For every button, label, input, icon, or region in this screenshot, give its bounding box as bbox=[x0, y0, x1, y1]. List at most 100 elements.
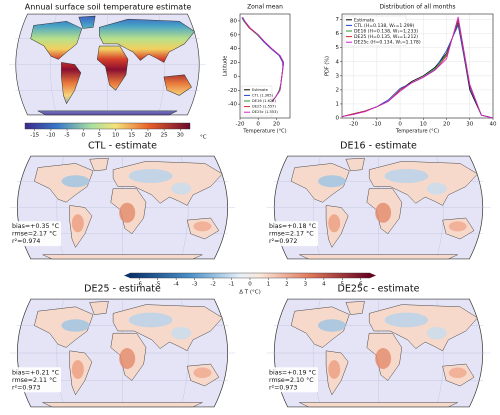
map-stat: r²=0.972 bbox=[269, 238, 297, 245]
y-tick-label: 5 bbox=[336, 45, 340, 51]
legend-label: Estimate bbox=[354, 17, 374, 23]
colorbar-tick-label: -4 bbox=[173, 282, 179, 288]
colorbar-tick-label: 30 bbox=[177, 133, 184, 139]
x-tick-label: 20 bbox=[273, 122, 280, 128]
colorbar-tick-label: 0 bbox=[248, 282, 252, 288]
map-anomaly bbox=[448, 367, 467, 379]
map-anomaly bbox=[384, 312, 429, 328]
legend-label: CTL (1.365) bbox=[252, 93, 274, 97]
x-tick-label: 40 bbox=[490, 122, 497, 128]
map-stat: r²=0.974 bbox=[12, 238, 40, 245]
colorbar-tick-label: 0 bbox=[81, 133, 85, 139]
plot-frame bbox=[341, 13, 494, 119]
colorbar-extend bbox=[370, 273, 376, 278]
colorbar-tick-label: 5 bbox=[98, 133, 102, 139]
map-stats-box bbox=[9, 221, 61, 247]
x-tick-label: 30 bbox=[466, 122, 473, 128]
colorbar-tick-label: 10 bbox=[112, 133, 119, 139]
map-stat: rmse=2.17 °C bbox=[12, 230, 57, 238]
colorbar-tick-label: 20 bbox=[144, 133, 151, 139]
map-anomaly bbox=[426, 326, 447, 340]
map-stats-box bbox=[266, 367, 318, 393]
map-stat: bias=+0.21 °C bbox=[12, 368, 60, 376]
map-stat: r²=0.973 bbox=[12, 384, 40, 391]
map-anomaly bbox=[375, 348, 392, 369]
colorbar-extend bbox=[124, 273, 130, 278]
legend-label: DE25 (H=0.135, W₁=1.212) bbox=[354, 34, 418, 40]
map-anomaly bbox=[426, 182, 447, 195]
map-title: DE16 - estimate bbox=[340, 141, 417, 152]
y-tick-label: 1 bbox=[336, 101, 340, 107]
y-tick-label: 4 bbox=[336, 59, 340, 65]
map-anomaly bbox=[119, 348, 136, 369]
colorbar-tick-label: 6 bbox=[359, 282, 363, 288]
legend-label: DE25 (1.557) bbox=[252, 105, 276, 109]
y-tick-label: 2 bbox=[336, 87, 340, 93]
map-stat: bias=+0.35 °C bbox=[12, 222, 60, 230]
map-anomaly bbox=[119, 202, 136, 223]
x-tick-label: 0 bbox=[398, 122, 402, 128]
map-title: Annual surface soil temperature estimate bbox=[25, 3, 192, 12]
map-stat: rmse=2.11 °C bbox=[12, 376, 57, 384]
colorbar-tick-label: -1 bbox=[229, 282, 234, 288]
colorbar-tick-label: -5 bbox=[155, 282, 161, 288]
y-tick-label: 0 bbox=[336, 116, 340, 122]
colorbar-label: Δ T (°C) bbox=[239, 290, 261, 296]
map-anomaly bbox=[193, 221, 212, 232]
legend-label: DE25c (1.553) bbox=[252, 110, 278, 114]
chart-title: Distribution of all months bbox=[379, 4, 455, 11]
y-tick-label: 0 bbox=[234, 74, 238, 80]
map-anomaly bbox=[328, 214, 341, 233]
colorbar-tick-label: -3 bbox=[192, 282, 198, 288]
x-axis-label: Temperature (°C) bbox=[242, 129, 286, 135]
colorbar bbox=[24, 122, 191, 130]
colorbar bbox=[129, 272, 371, 279]
colorbar-tick-label: 2 bbox=[285, 282, 289, 288]
colorbar-unit: °C bbox=[200, 135, 207, 141]
y-tick-label: 3 bbox=[336, 73, 340, 79]
series-line bbox=[341, 16, 494, 119]
y-tick-label: 60 bbox=[230, 32, 237, 38]
map-anomaly bbox=[71, 214, 84, 233]
legend-label: CTL (H=0.138, W₁=1.299) bbox=[354, 23, 415, 29]
plot-frame bbox=[239, 13, 291, 119]
map-anomaly bbox=[61, 175, 90, 188]
map-anomaly bbox=[318, 175, 346, 188]
colorbar-tick-label: 3 bbox=[304, 282, 308, 288]
y-tick-label: 6 bbox=[336, 31, 340, 37]
map-title: CTL - estimate bbox=[88, 141, 157, 152]
legend-label: Estimate bbox=[252, 88, 269, 92]
map-title: DE25c - estimate bbox=[338, 284, 420, 295]
x-tick-label: 0 bbox=[256, 122, 260, 128]
colorbar-tick-label: -6 bbox=[136, 282, 142, 288]
colorbar-tick-label: 4 bbox=[322, 282, 326, 288]
map-stats-box bbox=[266, 221, 318, 247]
chart-title: Zonal mean bbox=[247, 4, 283, 11]
colorbar-tick-label: -10 bbox=[46, 133, 55, 139]
map-anomaly bbox=[171, 182, 192, 195]
map-stat: r²=0.973 bbox=[269, 384, 297, 391]
colorbar-tick-label: -5 bbox=[64, 133, 70, 139]
series-line bbox=[242, 17, 285, 115]
colorbar-tick-label: 15 bbox=[128, 133, 135, 139]
x-tick-label: -20 bbox=[349, 122, 358, 128]
colorbar-tick-label: -2 bbox=[210, 282, 215, 288]
map-stat: rmse=2.10 °C bbox=[269, 376, 314, 384]
map-anomaly bbox=[193, 367, 212, 379]
legend-box bbox=[343, 15, 407, 47]
colorbar-tick-label: 5 bbox=[341, 282, 345, 288]
colorbar-tick-label: 1 bbox=[267, 282, 271, 288]
map-title: DE25 - estimate bbox=[84, 284, 161, 295]
y-tick-label: -40 bbox=[228, 102, 237, 108]
map-anomaly bbox=[375, 202, 392, 223]
x-tick-label: -20 bbox=[236, 122, 245, 128]
map-anomaly bbox=[171, 326, 192, 340]
map-anomaly bbox=[448, 221, 467, 232]
legend-label: DE25c (H=0.134, W₁=1.178) bbox=[354, 40, 421, 46]
map-anomaly bbox=[384, 169, 429, 183]
x-tick-label: 20 bbox=[443, 122, 450, 128]
map-stat: bias=+0.18 °C bbox=[269, 222, 317, 230]
y-tick-label: 40 bbox=[230, 46, 237, 52]
